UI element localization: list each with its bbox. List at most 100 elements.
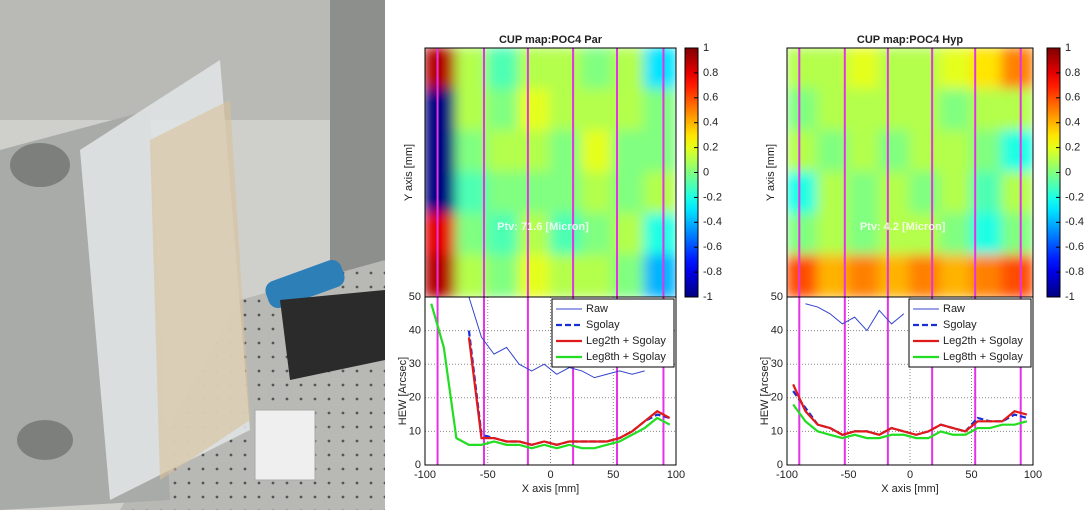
heat-cell bbox=[518, 171, 552, 215]
cb-tick-label: -0.8 bbox=[703, 266, 722, 278]
cb-tick-label: 0.2 bbox=[1065, 142, 1080, 154]
heat-cell bbox=[909, 130, 942, 174]
series-line bbox=[467, 337, 671, 446]
heat-cell bbox=[425, 213, 458, 257]
x-tick-label: -50 bbox=[841, 469, 857, 481]
series-line bbox=[430, 303, 671, 450]
heat-cell bbox=[580, 88, 615, 132]
heat-cell bbox=[878, 88, 911, 132]
heat-cell bbox=[549, 171, 583, 215]
heat-cell bbox=[909, 171, 942, 215]
heat-cell bbox=[580, 213, 615, 257]
heat-cell bbox=[939, 88, 973, 132]
heatmap-cells bbox=[425, 48, 676, 297]
heat-cell bbox=[847, 130, 881, 174]
legend-label: Raw bbox=[943, 303, 965, 315]
cb-tick-label: 0 bbox=[1065, 166, 1071, 178]
heat-cell bbox=[486, 88, 521, 132]
heat-cell bbox=[847, 171, 881, 215]
cb-tick-label: 0.8 bbox=[703, 67, 718, 79]
heat-cell bbox=[549, 48, 583, 91]
legend-label: Sgolay bbox=[586, 319, 620, 331]
heat-cell bbox=[909, 254, 942, 297]
heat-cell bbox=[939, 213, 973, 257]
cb-tick-label: -1 bbox=[1065, 291, 1075, 303]
plot-frame bbox=[786, 296, 1034, 466]
y-tick-label: 40 bbox=[771, 325, 783, 337]
heat-cell bbox=[518, 130, 552, 174]
heat-cell bbox=[549, 254, 583, 297]
heat-cell bbox=[1001, 88, 1033, 132]
heat-cell bbox=[518, 254, 552, 297]
x-tick-label: -50 bbox=[480, 469, 496, 481]
heat-cell bbox=[643, 213, 676, 257]
cb-tick-label: -0.2 bbox=[1065, 191, 1084, 203]
heat-cell bbox=[425, 130, 458, 174]
y-axis-label: HEW [Arcsec] bbox=[397, 357, 409, 425]
legend-label: Sgolay bbox=[943, 319, 977, 331]
heat-cell bbox=[847, 88, 881, 132]
heat-cell bbox=[580, 254, 615, 297]
y-tick-label: 50 bbox=[409, 291, 421, 303]
heat-cell bbox=[486, 48, 521, 91]
series-line bbox=[792, 403, 1028, 440]
heat-cell bbox=[580, 130, 615, 174]
heat-cell bbox=[787, 213, 819, 257]
cb-tick-label: 1 bbox=[703, 42, 709, 54]
cb-tick-label: 0.4 bbox=[703, 117, 718, 129]
x-axis-label: X axis [mm] bbox=[881, 483, 938, 495]
heat-cell bbox=[847, 48, 881, 91]
y-tick-label: 30 bbox=[771, 358, 783, 370]
heat-cell bbox=[486, 171, 521, 215]
cb-tick-label: -0.6 bbox=[703, 241, 722, 253]
y-axis-label: Y axis [mm] bbox=[403, 144, 415, 201]
heat-cell bbox=[486, 213, 521, 257]
legend-label: Raw bbox=[586, 303, 608, 315]
cb-tick-label: -0.6 bbox=[1065, 241, 1084, 253]
heat-cell bbox=[549, 88, 583, 132]
y-tick-label: 50 bbox=[771, 291, 783, 303]
series-line bbox=[792, 383, 1028, 436]
heat-cell bbox=[580, 48, 615, 91]
cb-tick-label: 0.8 bbox=[1065, 67, 1080, 79]
heat-cell bbox=[787, 130, 819, 174]
heat-cell bbox=[878, 254, 911, 297]
y-tick-label: 20 bbox=[771, 392, 783, 404]
x-tick-label: 50 bbox=[965, 469, 977, 481]
heat-cell bbox=[643, 130, 676, 174]
heat-cell bbox=[425, 48, 458, 91]
heat-cell bbox=[909, 213, 942, 257]
heat-cell bbox=[580, 171, 615, 215]
legend-label: Leg8th + Sgolay bbox=[943, 351, 1023, 363]
heat-cell bbox=[909, 48, 942, 91]
heat-cell bbox=[878, 48, 911, 91]
heat-cell bbox=[847, 213, 881, 257]
y-tick-label: 20 bbox=[409, 392, 421, 404]
heat-cell bbox=[1001, 130, 1033, 174]
heat-cell bbox=[878, 130, 911, 174]
heat-cell bbox=[425, 171, 458, 215]
legend-label: Leg2th + Sgolay bbox=[586, 335, 666, 347]
cb-tick-label: 0.4 bbox=[1065, 117, 1080, 129]
cb-tick-label: -0.8 bbox=[1065, 266, 1084, 278]
x-tick-label: 100 bbox=[667, 469, 685, 481]
heat-cell bbox=[787, 254, 819, 297]
heat-cell bbox=[939, 254, 973, 297]
heat-cell bbox=[643, 88, 676, 132]
heat-cell bbox=[425, 254, 458, 297]
y-tick-label: 10 bbox=[409, 425, 421, 437]
heat-cell bbox=[878, 213, 911, 257]
y-axis-label: HEW [Arcsec] bbox=[759, 357, 771, 425]
cb-tick-label: -0.2 bbox=[703, 191, 722, 203]
heat-cell bbox=[1001, 171, 1033, 215]
cb-tick-label: 0 bbox=[703, 166, 709, 178]
x-tick-label: 0 bbox=[547, 469, 553, 481]
heat-cell bbox=[847, 254, 881, 297]
heat-cell bbox=[787, 171, 819, 215]
y-tick-label: 30 bbox=[409, 358, 421, 370]
chart-title: CUP map:POC4 Hyp bbox=[857, 34, 963, 46]
heat-cell bbox=[643, 171, 676, 215]
cb-tick-label: -0.4 bbox=[1065, 216, 1084, 228]
cb-tick-label: 0.2 bbox=[703, 142, 718, 154]
